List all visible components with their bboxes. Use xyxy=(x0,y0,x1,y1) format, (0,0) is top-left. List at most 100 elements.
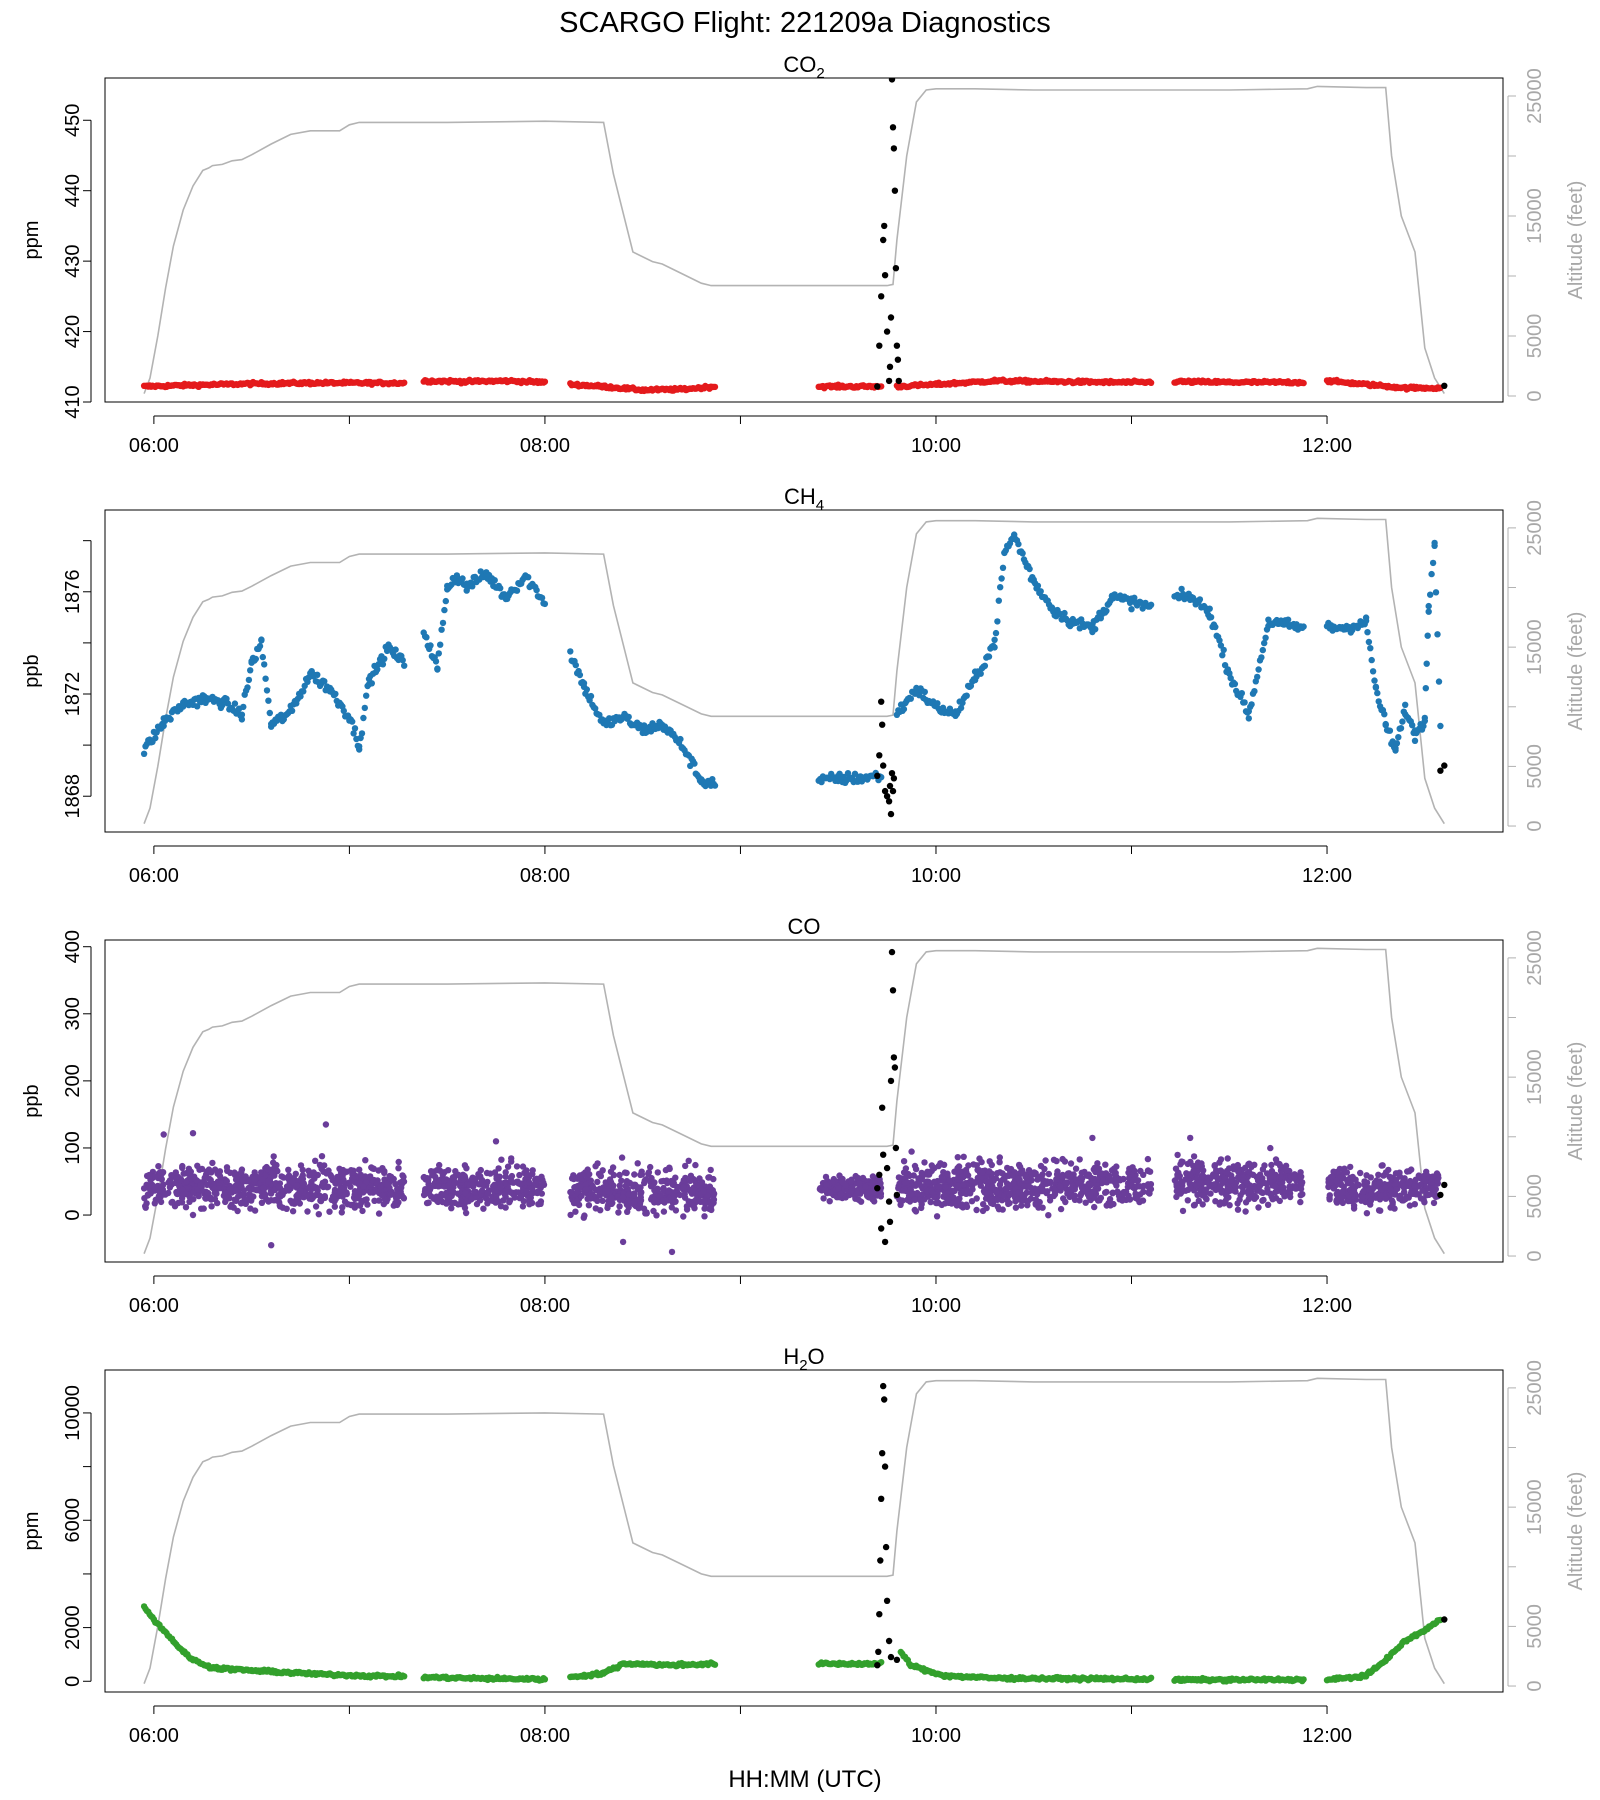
co-point xyxy=(387,1191,395,1198)
ch4-point xyxy=(238,716,246,723)
co-point xyxy=(994,1196,1001,1204)
ch4-point xyxy=(240,703,247,711)
co-point xyxy=(567,1188,574,1196)
co-point xyxy=(986,1158,993,1165)
co-point xyxy=(209,1159,216,1167)
co-point xyxy=(194,1162,201,1170)
co-point xyxy=(1379,1162,1386,1169)
altitude-tick-label: 5000 xyxy=(1524,1174,1546,1219)
co-panel: CO0100200300400ppb050001500025000Altitud… xyxy=(21,914,1587,1317)
co2-point xyxy=(711,383,719,391)
co-point xyxy=(1004,1197,1011,1204)
altitude-tick-label: 25000 xyxy=(1524,68,1546,124)
co-point xyxy=(1393,1176,1400,1184)
co-point xyxy=(1283,1166,1290,1174)
co-point xyxy=(933,1199,940,1207)
co-point xyxy=(1146,1190,1153,1197)
co-point xyxy=(359,1207,366,1215)
co-point xyxy=(168,1199,175,1206)
co-point xyxy=(516,1171,523,1179)
co-point xyxy=(594,1160,601,1167)
co-point xyxy=(1009,1172,1016,1179)
co-point xyxy=(1256,1183,1263,1190)
co-point xyxy=(293,1182,301,1189)
co-point xyxy=(571,1184,578,1191)
ch4-point xyxy=(194,703,201,710)
flagged-point xyxy=(880,762,887,769)
flagged-point xyxy=(889,124,897,131)
ch4-point xyxy=(247,667,254,674)
ch4-point xyxy=(1432,589,1440,596)
co-point xyxy=(1018,1202,1025,1209)
co-point xyxy=(182,1190,189,1198)
co-point xyxy=(1242,1164,1249,1172)
y-tick-label: 300 xyxy=(62,997,84,1030)
altitude-tick-label: 25000 xyxy=(1524,930,1546,986)
co-point xyxy=(983,1204,990,1212)
co-point xyxy=(142,1204,149,1211)
co-point xyxy=(1036,1198,1043,1206)
co-point xyxy=(1179,1158,1186,1166)
co-point xyxy=(147,1176,154,1184)
co-point xyxy=(1431,1191,1438,1199)
co-point xyxy=(451,1173,458,1180)
ch4-point xyxy=(587,692,595,700)
co-point xyxy=(1396,1195,1403,1202)
flagged-point xyxy=(886,1218,894,1226)
co-point xyxy=(826,1198,833,1205)
co-point xyxy=(1043,1179,1051,1186)
co-point xyxy=(513,1163,521,1170)
co-point xyxy=(201,1174,208,1182)
co-point xyxy=(517,1193,525,1200)
ch4-point xyxy=(1258,654,1265,661)
ch4-point xyxy=(1381,711,1388,718)
co-point xyxy=(484,1190,492,1197)
ch4-point xyxy=(256,642,264,650)
co-point xyxy=(375,1210,383,1217)
co-point xyxy=(957,1176,964,1184)
ch4-point xyxy=(358,730,366,737)
co-point xyxy=(241,1199,248,1207)
co-point xyxy=(927,1198,934,1206)
co-point xyxy=(623,1181,630,1189)
y-tick-label: 450 xyxy=(62,104,84,137)
co-point xyxy=(1015,1175,1022,1183)
co-point xyxy=(648,1174,655,1182)
ch4-point xyxy=(259,653,266,661)
co-point xyxy=(323,1170,330,1177)
co-point xyxy=(473,1200,481,1208)
y-tick-label: 430 xyxy=(62,244,84,277)
y-tick-label: 1876 xyxy=(62,570,84,615)
co-point xyxy=(459,1171,467,1179)
co-point xyxy=(398,1178,406,1185)
co-point xyxy=(1041,1165,1048,1173)
ch4-point xyxy=(1103,607,1110,615)
co-point xyxy=(207,1176,214,1184)
co-point xyxy=(854,1174,862,1182)
co-point xyxy=(326,1208,333,1215)
flagged-point xyxy=(881,1238,889,1246)
co-point xyxy=(160,1181,167,1188)
co-point xyxy=(837,1190,845,1198)
co-point xyxy=(869,1178,877,1186)
y-tick-label: 200 xyxy=(62,1064,84,1097)
co-point xyxy=(155,1193,162,1200)
ch4-point xyxy=(361,704,368,712)
flagged-point xyxy=(893,342,901,349)
ch4-point xyxy=(1255,666,1262,673)
ch4-point xyxy=(963,692,970,699)
co-point xyxy=(1276,1197,1284,1205)
co-point xyxy=(208,1203,215,1210)
co-point xyxy=(502,1169,509,1176)
flagged-series xyxy=(874,78,1448,390)
co-point xyxy=(631,1171,638,1178)
co-point xyxy=(1178,1184,1185,1192)
ch4-point xyxy=(1128,606,1135,613)
co-point xyxy=(1299,1179,1306,1186)
co-point xyxy=(1429,1185,1436,1192)
co-point xyxy=(237,1183,245,1191)
co-point xyxy=(968,1198,976,1205)
co-point xyxy=(683,1206,691,1213)
co-point xyxy=(289,1178,296,1186)
co-point xyxy=(1411,1201,1419,1208)
